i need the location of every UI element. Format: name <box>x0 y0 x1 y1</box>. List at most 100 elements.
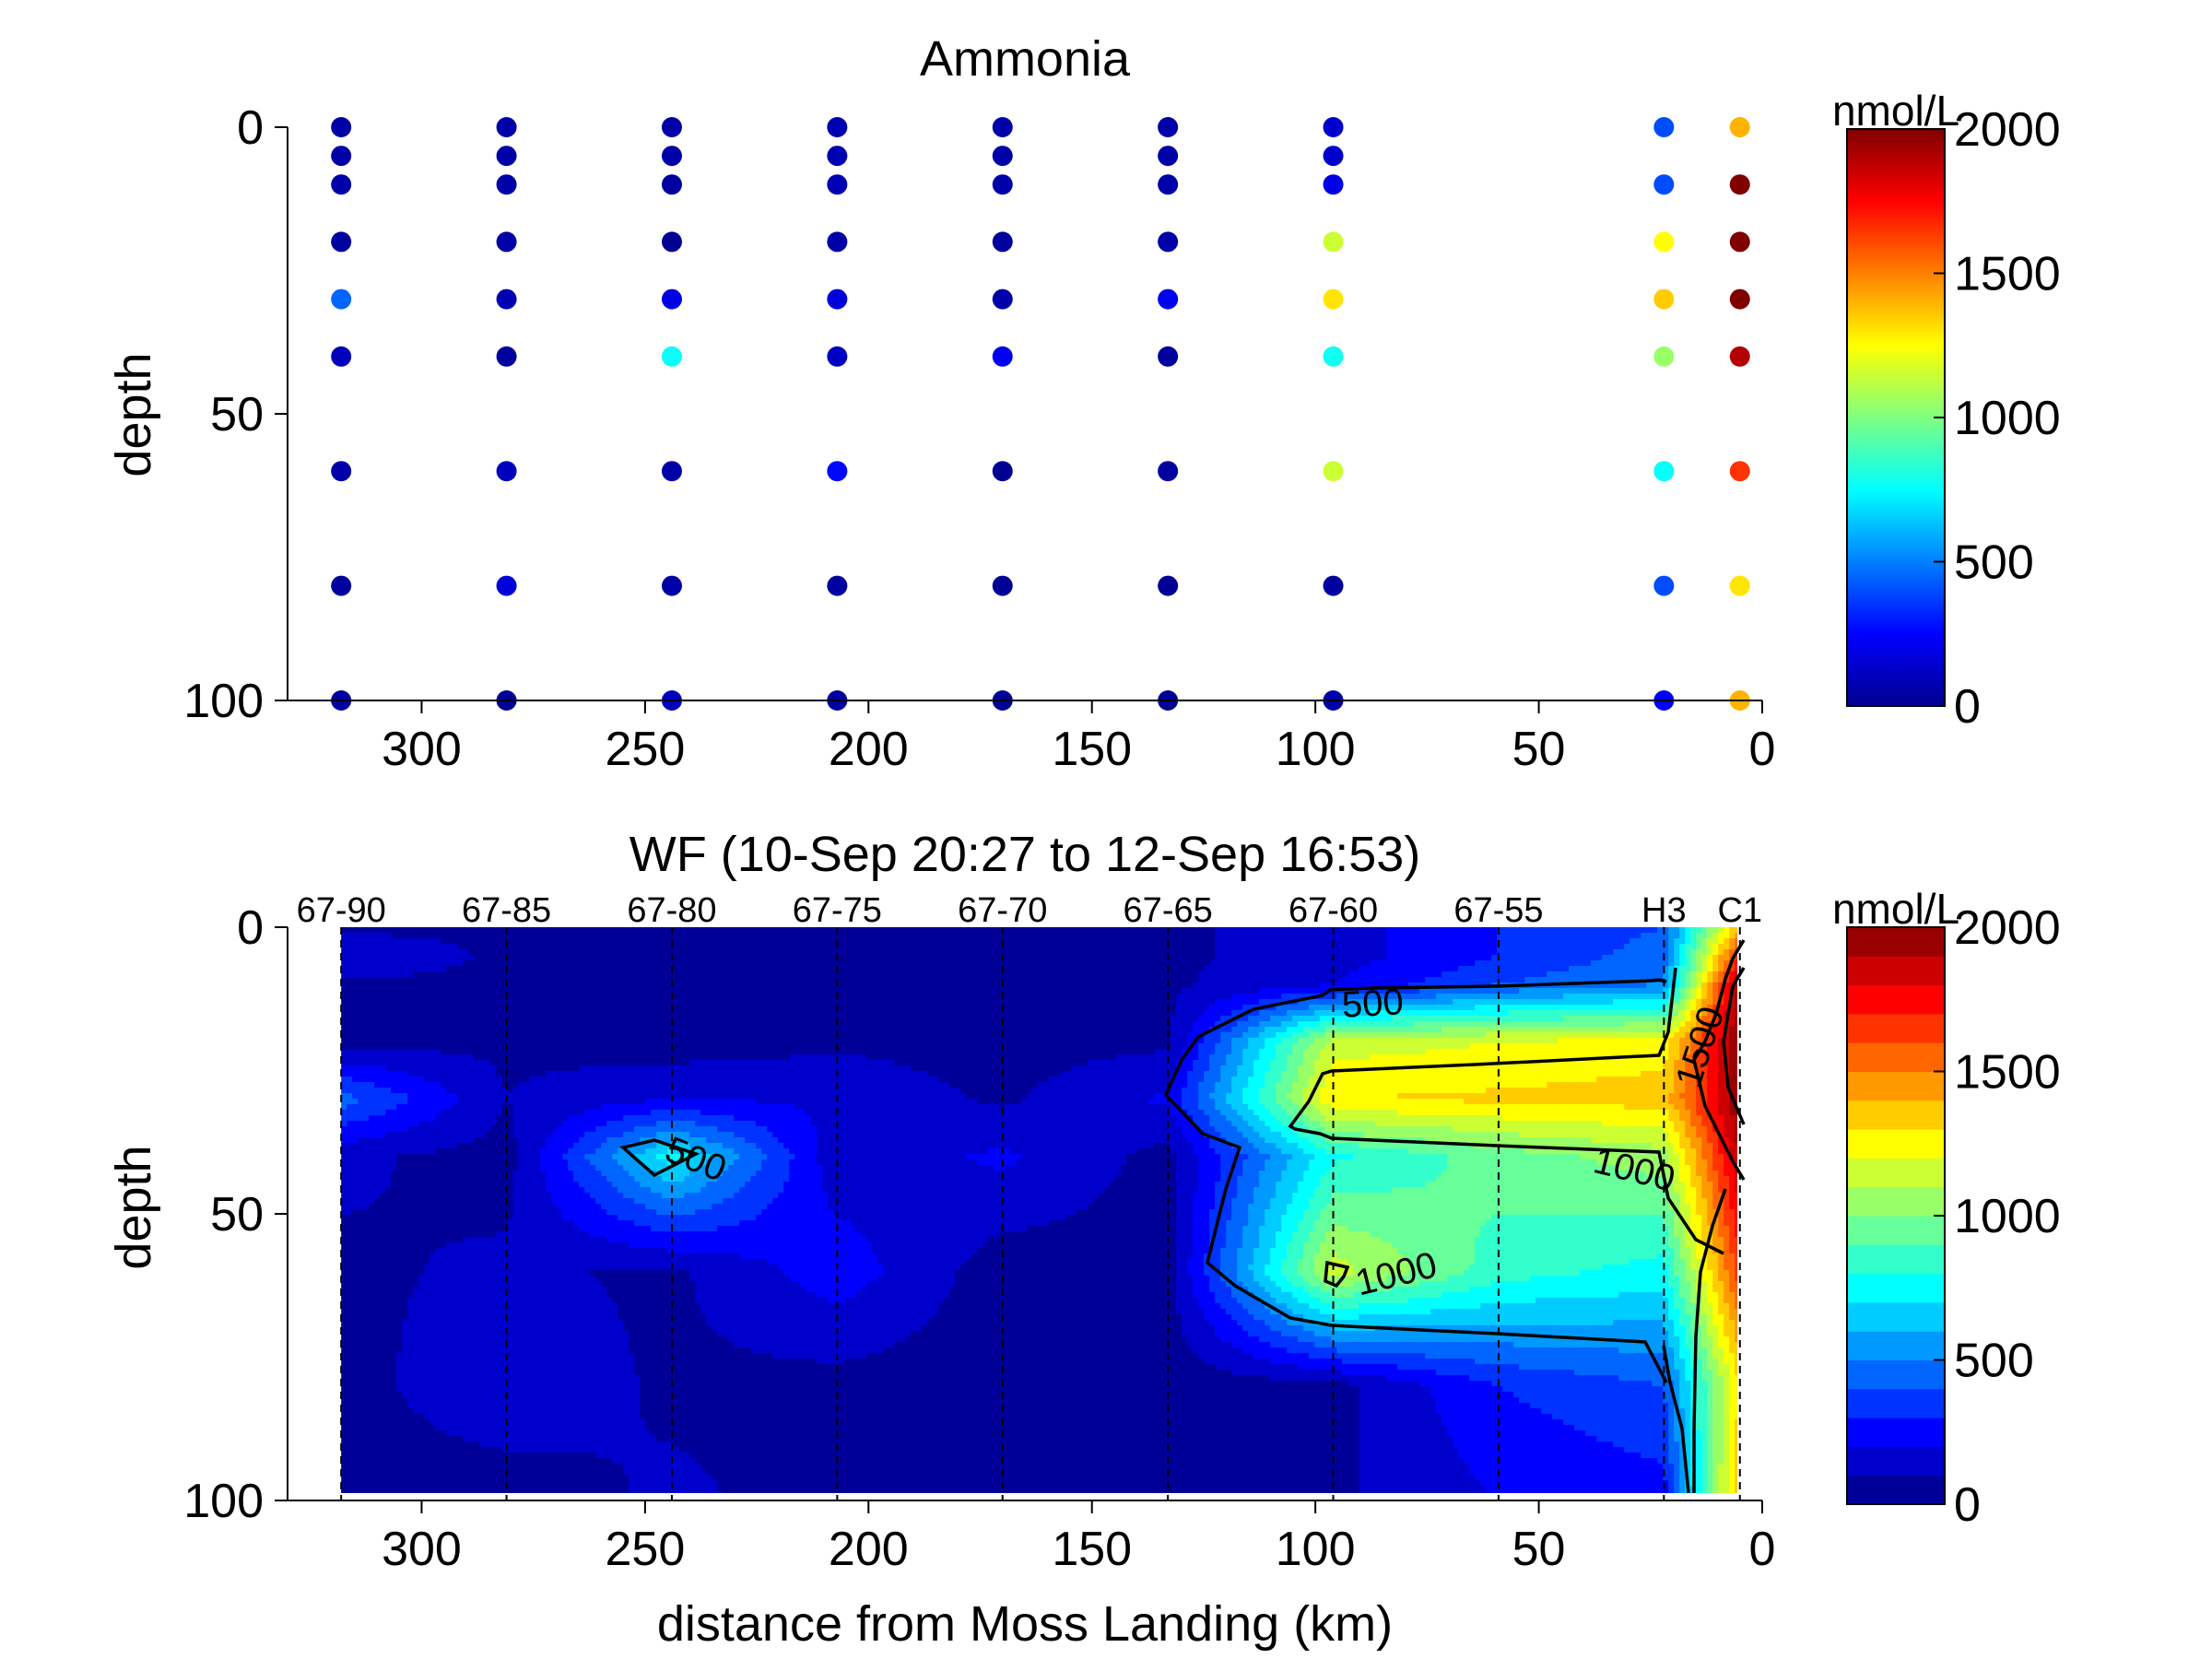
contour-cell <box>435 1220 441 1227</box>
contour-cell <box>385 1226 392 1232</box>
contour-cell <box>524 1375 530 1382</box>
contour-cell <box>347 1381 353 1387</box>
contour-cell <box>584 1441 591 1448</box>
contour-cell <box>562 1049 569 1055</box>
contour-cell <box>557 1088 563 1094</box>
contour-cell <box>568 1082 574 1088</box>
contour-cell <box>551 1043 558 1050</box>
contour-cell <box>551 1027 558 1033</box>
contour-cell <box>396 1242 403 1249</box>
contour-cell <box>501 1336 508 1343</box>
contour-cell <box>347 1077 353 1083</box>
contour-cell <box>380 1115 386 1122</box>
contour-cell <box>490 1364 497 1371</box>
data-point <box>1729 288 1750 310</box>
contour-cell <box>391 1253 397 1260</box>
contour-cell <box>429 1082 436 1088</box>
contour-cell <box>551 927 558 934</box>
contour-cell <box>507 1171 513 1177</box>
data-point <box>1729 231 1750 253</box>
contour-cell <box>358 1480 364 1487</box>
contour-cell <box>579 1043 585 1050</box>
contour-cell <box>446 1425 453 1431</box>
contour-cell <box>424 1419 430 1426</box>
contour-cell <box>341 1165 347 1171</box>
contour-cell <box>546 1430 552 1437</box>
contour-cell <box>485 1110 491 1116</box>
contour-cell <box>507 999 513 1006</box>
contour-cell <box>363 1392 370 1398</box>
contour-cell <box>396 994 403 1000</box>
contour-cell <box>391 1276 397 1282</box>
contour-cell <box>463 960 469 967</box>
contour-cell <box>490 1171 497 1177</box>
contour-cell <box>402 1464 408 1470</box>
contour-cell <box>380 1121 386 1127</box>
contour-cell <box>540 1231 547 1238</box>
contour-cell <box>407 994 414 1000</box>
contour-cell <box>573 1054 580 1061</box>
contour-cell <box>512 1016 519 1022</box>
contour-cell <box>358 1176 364 1182</box>
contour-cell <box>512 1276 519 1282</box>
contour-cell <box>507 1005 513 1011</box>
contour-cell <box>501 1320 508 1326</box>
contour-cell <box>557 1148 563 1155</box>
contour-cell <box>429 1430 436 1437</box>
contour-cell <box>546 1425 552 1431</box>
contour-cell <box>380 1386 386 1393</box>
contour-cell <box>463 1491 469 1493</box>
contour-cell <box>413 1347 419 1354</box>
contour-cell <box>446 1171 453 1177</box>
contour-cell <box>413 1237 419 1243</box>
contour-cell <box>457 1077 464 1083</box>
contour-cell <box>374 1480 381 1487</box>
contour-cell <box>568 1132 574 1138</box>
contour-cell <box>446 1314 453 1321</box>
contour-cell <box>457 1486 464 1492</box>
contour-cell <box>540 1248 547 1254</box>
contour-cell <box>551 1458 558 1465</box>
contour-cell <box>529 1336 535 1343</box>
contour-cell <box>452 1469 458 1476</box>
contour-cell <box>407 938 414 945</box>
contour-cell <box>452 994 458 1000</box>
contour-cell <box>540 988 547 994</box>
contour-cell <box>584 994 591 1000</box>
contour-cell <box>418 1159 425 1166</box>
contour-cell <box>518 1242 524 1249</box>
contour-cell <box>535 1242 541 1249</box>
contour-cell <box>524 1475 530 1481</box>
contour-cell <box>573 977 580 983</box>
contour-cell <box>512 1303 519 1310</box>
contour-cell <box>551 1336 558 1343</box>
contour-cell <box>402 1480 408 1487</box>
contour-cell <box>557 1082 563 1088</box>
contour-cell <box>579 971 585 978</box>
contour-cell <box>396 1287 403 1293</box>
contour-cell <box>418 1353 425 1359</box>
contour-cell <box>457 1215 464 1221</box>
contour-cell <box>584 1088 591 1094</box>
contour-cell <box>595 1414 602 1420</box>
contour-cell <box>579 1165 585 1171</box>
contour-cell <box>385 1065 392 1072</box>
contour-cell <box>424 1259 430 1265</box>
contour-cell <box>441 1408 447 1415</box>
contour-cell <box>380 1182 386 1188</box>
contour-cell <box>490 1386 497 1393</box>
contour-cell <box>551 1220 558 1227</box>
contour-cell <box>551 1065 558 1072</box>
contour-cell <box>402 1187 408 1194</box>
contour-cell <box>595 966 602 972</box>
contour-cell <box>551 1182 558 1188</box>
wf-contour-panel: WF (10-Sep 20:27 to 12-Sep 16:53) 500 50… <box>106 827 2061 1652</box>
contour-cell <box>418 1491 425 1493</box>
contour-cell <box>380 1370 386 1376</box>
contour-cell <box>546 955 552 961</box>
contour-cell <box>496 1331 502 1337</box>
contour-cell <box>369 982 375 989</box>
contour-cell <box>507 971 513 978</box>
contour-cell <box>590 1270 596 1277</box>
contour-cell <box>479 1270 486 1277</box>
